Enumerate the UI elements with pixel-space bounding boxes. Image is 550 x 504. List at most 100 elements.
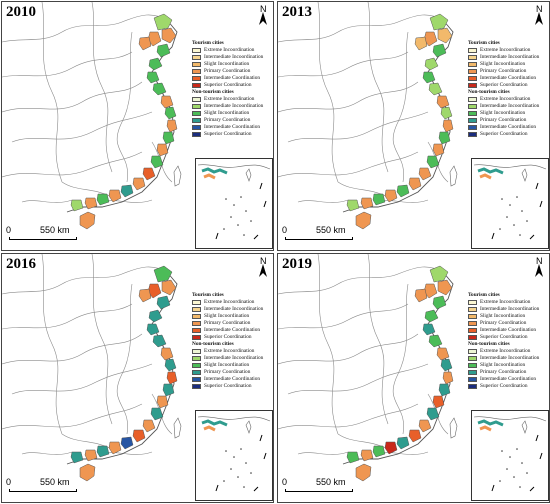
legend-item-tourism: Slight Incoordination <box>468 313 548 320</box>
legend-swatch <box>192 97 201 102</box>
legend-swatch <box>468 48 477 53</box>
south-china-sea-inset <box>195 158 273 249</box>
legend-item-tourism: Intermediate Incoordination <box>468 306 548 313</box>
city-region <box>70 451 84 464</box>
legend-nontourism-title: Non-tourism cities <box>468 89 510 95</box>
legend-nontourism-title: Non-tourism cities <box>468 341 510 347</box>
legend-label: Intermediate Coordination <box>204 75 261 81</box>
scale-bar: 0 550 km <box>6 473 116 493</box>
legend: Tourism cities Extreme Incoordination Int… <box>468 40 548 138</box>
legend-swatch <box>468 363 477 368</box>
north-letter: N <box>536 4 543 14</box>
scale-zero: 0 <box>6 477 12 487</box>
city-region <box>96 193 110 206</box>
city-region <box>156 143 169 157</box>
hainan-region <box>355 211 372 230</box>
legend-item-tourism: Extreme Incoordination <box>192 47 272 54</box>
legend-label: Extreme Incoordination <box>204 348 255 354</box>
city-region <box>161 27 177 44</box>
legend-item-nontourism: Intermediate Incoordination <box>192 103 272 110</box>
city-region <box>346 451 360 464</box>
legend-swatch <box>468 125 477 130</box>
legend-swatch <box>468 62 477 67</box>
city-region <box>162 131 175 145</box>
city-region <box>152 334 167 348</box>
legend-swatch <box>468 55 477 60</box>
legend-swatch <box>468 335 477 340</box>
city-region <box>360 449 374 462</box>
city-region <box>408 177 422 191</box>
city-region <box>422 323 436 336</box>
legend-item-nontourism: Superior Coordination <box>192 131 272 138</box>
north-arrow: N <box>532 256 546 278</box>
hainan-region <box>79 211 96 230</box>
legend-label: Slight Incoordination <box>480 362 526 368</box>
legend-item-tourism: Intermediate Coordination <box>468 327 548 334</box>
city-region <box>156 43 171 58</box>
legend-swatch <box>192 300 201 305</box>
legend-item-tourism: Superior Coordination <box>192 82 272 89</box>
legend-swatch <box>468 104 477 109</box>
scale-line <box>285 237 353 240</box>
legend-swatch <box>192 69 201 74</box>
city-region <box>372 445 386 458</box>
city-region <box>156 395 169 409</box>
city-region <box>396 436 410 450</box>
city-region <box>138 288 152 303</box>
legend-label: Primary Coordination <box>480 369 527 375</box>
city-region <box>418 419 432 433</box>
south-china-sea-inset <box>471 158 549 249</box>
province-map <box>278 2 458 230</box>
legend-swatch <box>192 48 201 53</box>
legend-item-nontourism: Intermediate Incoordination <box>192 355 272 362</box>
legend-item-nontourism: Slight Incoordination <box>468 110 548 117</box>
legend-item-nontourism: Slight Incoordination <box>192 110 272 117</box>
hainan-region <box>79 463 96 482</box>
city-region <box>142 419 156 433</box>
city-region <box>408 429 422 443</box>
legend-label: Intermediate Coordination <box>204 124 261 130</box>
legend-swatch <box>468 349 477 354</box>
map-panel-2013: 2013 N Tourism cities Extreme Incoordina… <box>277 1 550 251</box>
city-region <box>428 334 443 348</box>
legend-label: Extreme Incoordination <box>204 299 255 305</box>
scale-zero: 0 <box>282 225 288 235</box>
legend-label: Intermediate Coordination <box>480 124 537 130</box>
legend-label: Intermediate Incoordination <box>204 355 264 361</box>
legend-label: Primary Coordination <box>204 68 251 74</box>
legend-item-nontourism: Intermediate Incoordination <box>468 355 548 362</box>
legend-swatch <box>468 328 477 333</box>
city-region <box>162 383 175 397</box>
city-region <box>148 57 163 71</box>
legend-label: Intermediate Incoordination <box>480 54 540 60</box>
legend-label: Intermediate Incoordination <box>480 103 540 109</box>
legend-label: Intermediate Incoordination <box>480 355 540 361</box>
province-map <box>2 2 182 230</box>
legend-label: Intermediate Incoordination <box>480 306 540 312</box>
city-region <box>152 82 167 96</box>
legend-label: Extreme Incoordination <box>480 299 531 305</box>
legend-label: Slight Incoordination <box>480 110 526 116</box>
city-region <box>84 449 98 462</box>
city-region <box>160 347 174 361</box>
legend-item-tourism: Intermediate Coordination <box>192 75 272 82</box>
city-region <box>153 13 173 31</box>
city-region <box>156 295 171 310</box>
legend-item-tourism: Primary Coordination <box>468 68 548 75</box>
year-label: 2010 <box>6 4 36 20</box>
legend-swatch <box>468 384 477 389</box>
city-region <box>440 358 453 372</box>
legend-swatch <box>192 377 201 382</box>
city-region <box>108 189 122 203</box>
north-letter: N <box>536 256 543 266</box>
legend-item-tourism: Intermediate Coordination <box>192 327 272 334</box>
legend-label: Intermediate Coordination <box>480 376 537 382</box>
legend-label: Slight Incoordination <box>204 313 250 319</box>
legend-swatch <box>468 377 477 382</box>
city-region <box>432 295 447 310</box>
legend-label: Primary Coordination <box>204 320 251 326</box>
scale-bar: 0 550 km <box>282 221 392 241</box>
legend-swatch <box>192 104 201 109</box>
legend-item-tourism: Primary Coordination <box>468 320 548 327</box>
city-region <box>432 143 445 157</box>
